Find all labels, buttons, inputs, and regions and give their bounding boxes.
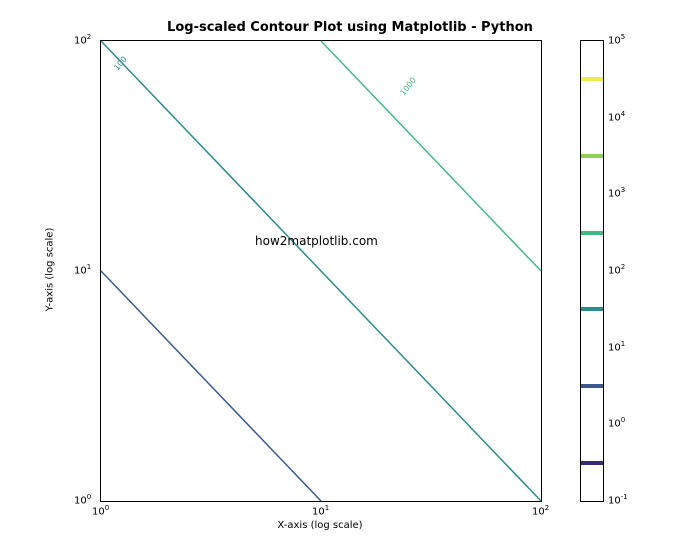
x-tick-label: 101 — [312, 504, 329, 517]
colorbar-segment — [581, 77, 603, 81]
x-tick-label: 100 — [92, 504, 109, 517]
colorbar — [580, 40, 604, 502]
colorbar-segment — [581, 154, 603, 158]
figure: Log-scaled Contour Plot using Matplotlib… — [0, 0, 700, 560]
colorbar-segment — [581, 461, 603, 465]
colorbar-tick-label: 102 — [608, 263, 625, 276]
colorbar-tick-label: 104 — [608, 110, 625, 123]
watermark-text: how2matplotlib.com — [255, 234, 378, 248]
colorbar-tick-label: 10-1 — [608, 493, 628, 506]
colorbar-tick-label: 100 — [608, 416, 625, 429]
colorbar-tick-label: 103 — [608, 186, 625, 199]
contour-line — [101, 271, 321, 501]
colorbar-tick-label: 101 — [608, 340, 625, 353]
plot-area: how2matplotlib.com 101001000 — [100, 40, 542, 502]
y-axis-label: Y-axis (log scale) — [45, 150, 56, 390]
x-tick-label: 102 — [532, 504, 549, 517]
colorbar-segment — [581, 384, 603, 388]
contour-lines — [101, 41, 541, 501]
colorbar-segment — [581, 307, 603, 311]
y-tick-label: 100 — [74, 493, 91, 506]
contour-line — [101, 41, 541, 501]
y-tick-label: 101 — [74, 263, 91, 276]
x-axis-label: X-axis (log scale) — [100, 520, 540, 531]
chart-title: Log-scaled Contour Plot using Matplotlib… — [0, 20, 700, 35]
colorbar-segment — [581, 231, 603, 235]
colorbar-tick-label: 105 — [608, 33, 625, 46]
y-tick-label: 102 — [74, 33, 91, 46]
